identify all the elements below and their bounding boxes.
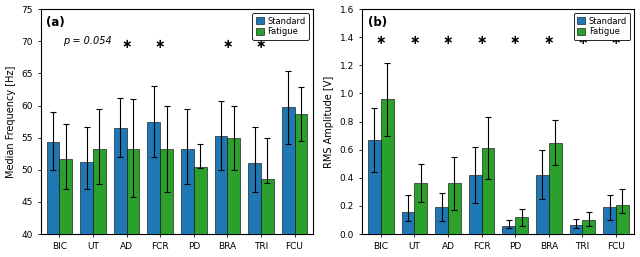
- Bar: [80, 162, 93, 257]
- Bar: [114, 128, 127, 257]
- Bar: [127, 149, 140, 257]
- Bar: [415, 183, 428, 234]
- Text: ∗: ∗: [443, 34, 453, 47]
- Bar: [47, 142, 60, 257]
- Bar: [502, 226, 515, 234]
- Text: ∗: ∗: [476, 34, 487, 47]
- Bar: [160, 149, 173, 257]
- Bar: [482, 148, 494, 234]
- Bar: [214, 136, 227, 257]
- Text: ∗: ∗: [611, 34, 621, 47]
- Text: (b): (b): [368, 16, 387, 29]
- Text: ∗: ∗: [155, 38, 165, 51]
- Bar: [616, 205, 628, 234]
- Bar: [536, 175, 548, 234]
- Bar: [448, 183, 461, 234]
- Bar: [248, 163, 261, 257]
- Text: ∗: ∗: [577, 34, 588, 47]
- Bar: [548, 143, 561, 234]
- Text: ∗: ∗: [122, 38, 132, 51]
- Bar: [604, 207, 616, 234]
- Text: ∗: ∗: [376, 34, 386, 47]
- Legend: Standard, Fatigue: Standard, Fatigue: [252, 13, 309, 40]
- Legend: Standard, Fatigue: Standard, Fatigue: [573, 13, 630, 40]
- Bar: [582, 220, 595, 234]
- Bar: [368, 140, 381, 234]
- Y-axis label: RMS Amplitude [V]: RMS Amplitude [V]: [324, 76, 334, 168]
- Bar: [181, 149, 194, 257]
- Text: p = 0.054: p = 0.054: [63, 36, 111, 46]
- Text: ∗: ∗: [543, 34, 554, 47]
- Bar: [381, 99, 394, 234]
- Y-axis label: Median Frequency [Hz]: Median Frequency [Hz]: [6, 65, 15, 178]
- Bar: [261, 179, 274, 257]
- Bar: [515, 217, 528, 234]
- Bar: [570, 225, 582, 234]
- Bar: [435, 207, 448, 234]
- Bar: [194, 167, 207, 257]
- Bar: [93, 149, 106, 257]
- Bar: [60, 159, 72, 257]
- Text: (a): (a): [46, 16, 65, 29]
- Bar: [402, 212, 415, 234]
- Text: ∗: ∗: [510, 34, 520, 47]
- Text: ∗: ∗: [256, 38, 266, 51]
- Bar: [469, 175, 482, 234]
- Bar: [282, 107, 294, 257]
- Text: ∗: ∗: [409, 34, 420, 47]
- Bar: [227, 138, 240, 257]
- Text: ∗: ∗: [222, 38, 232, 51]
- Bar: [147, 122, 160, 257]
- Bar: [294, 114, 307, 257]
